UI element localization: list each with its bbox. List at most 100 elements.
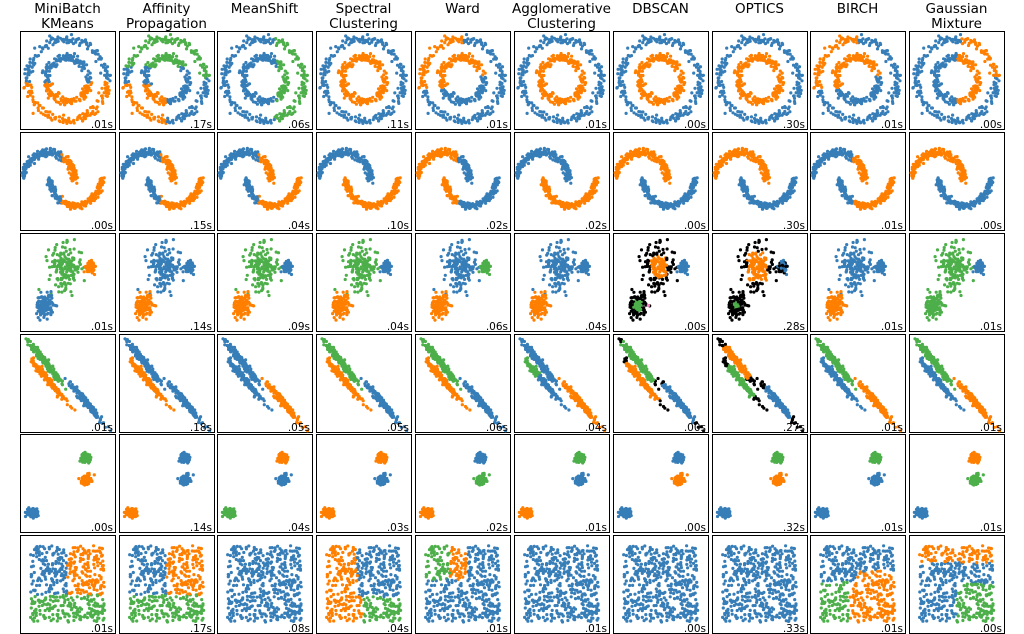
- data-point: [169, 33, 172, 36]
- data-point: [817, 68, 820, 71]
- data-point: [45, 89, 48, 92]
- data-point: [173, 39, 176, 42]
- data-point: [94, 60, 97, 63]
- data-point: [425, 86, 428, 89]
- data-point: [105, 74, 108, 77]
- data-point: [29, 57, 32, 60]
- data-point: [267, 100, 270, 103]
- data-point: [714, 86, 717, 89]
- data-point: [244, 61, 247, 64]
- data-point: [238, 46, 241, 49]
- data-point: [228, 61, 231, 64]
- data-point: [591, 91, 594, 94]
- data-point: [732, 50, 735, 53]
- data-point: [843, 57, 846, 60]
- data-point: [123, 68, 126, 71]
- data-point: [33, 47, 36, 50]
- data-point: [60, 99, 63, 102]
- data-point: [551, 101, 554, 104]
- data-point: [264, 120, 267, 123]
- data-point: [166, 117, 169, 120]
- data-point: [144, 39, 147, 42]
- data-point: [454, 120, 457, 123]
- data-point: [324, 64, 327, 67]
- data-point: [347, 62, 350, 65]
- data-point: [724, 59, 727, 62]
- data-point: [261, 38, 264, 41]
- data-point: [621, 64, 624, 67]
- data-point: [743, 82, 746, 85]
- data-point: [974, 88, 977, 91]
- data-point: [484, 114, 487, 117]
- data-point: [225, 80, 228, 83]
- data-point: [474, 117, 477, 120]
- data-point: [188, 106, 191, 109]
- data-point: [328, 112, 331, 115]
- data-point: [499, 88, 502, 91]
- data-point: [566, 119, 569, 122]
- data-point: [973, 117, 976, 120]
- timing-label: .17s: [190, 119, 212, 131]
- data-point: [773, 41, 776, 44]
- data-point: [446, 62, 449, 65]
- data-point: [762, 57, 765, 60]
- data-point: [340, 110, 343, 113]
- data-point: [863, 52, 866, 55]
- data-point: [241, 70, 244, 73]
- data-point: [326, 86, 329, 89]
- data-point: [696, 63, 699, 66]
- data-point: [830, 50, 833, 53]
- data-point: [658, 41, 661, 44]
- data-point: [874, 40, 877, 43]
- panel-frame: [218, 32, 313, 130]
- data-point: [476, 62, 479, 65]
- data-point: [759, 117, 762, 120]
- data-point: [680, 70, 683, 73]
- data-point: [715, 72, 718, 75]
- data-point: [234, 109, 237, 112]
- data-point: [676, 85, 679, 88]
- data-point: [868, 44, 871, 47]
- data-point: [253, 55, 256, 58]
- data-point: [736, 44, 739, 47]
- data-point: [296, 55, 299, 58]
- data-point: [786, 52, 789, 55]
- data-point: [162, 118, 165, 121]
- data-point: [369, 52, 372, 55]
- data-point: [693, 94, 696, 97]
- data-point: [47, 47, 50, 50]
- data-point: [441, 116, 444, 119]
- data-point: [205, 95, 208, 98]
- data-point: [458, 118, 461, 121]
- data-point: [228, 95, 231, 98]
- data-point: [598, 82, 601, 85]
- data-point: [838, 41, 841, 44]
- data-point: [242, 39, 245, 42]
- data-point: [188, 114, 191, 117]
- data-point: [78, 65, 81, 68]
- data-point: [677, 117, 680, 120]
- data-point: [360, 38, 363, 41]
- data-point: [158, 120, 161, 123]
- data-point: [262, 41, 265, 44]
- data-point: [640, 97, 643, 100]
- data-point: [682, 42, 685, 45]
- data-point: [495, 87, 498, 90]
- data-point: [818, 61, 821, 64]
- data-point: [589, 49, 592, 52]
- data-point: [566, 42, 569, 45]
- data-point: [231, 54, 234, 57]
- data-point: [972, 113, 975, 116]
- data-point: [282, 63, 285, 66]
- data-point: [261, 100, 264, 103]
- data-point: [963, 39, 966, 42]
- data-point: [956, 120, 959, 123]
- data-point: [837, 61, 840, 64]
- data-point: [163, 38, 166, 41]
- data-point: [248, 82, 251, 85]
- data-point: [538, 74, 541, 77]
- data-point: [439, 70, 442, 73]
- data-point: [175, 59, 178, 62]
- data-point: [338, 106, 341, 109]
- data-point: [663, 100, 666, 103]
